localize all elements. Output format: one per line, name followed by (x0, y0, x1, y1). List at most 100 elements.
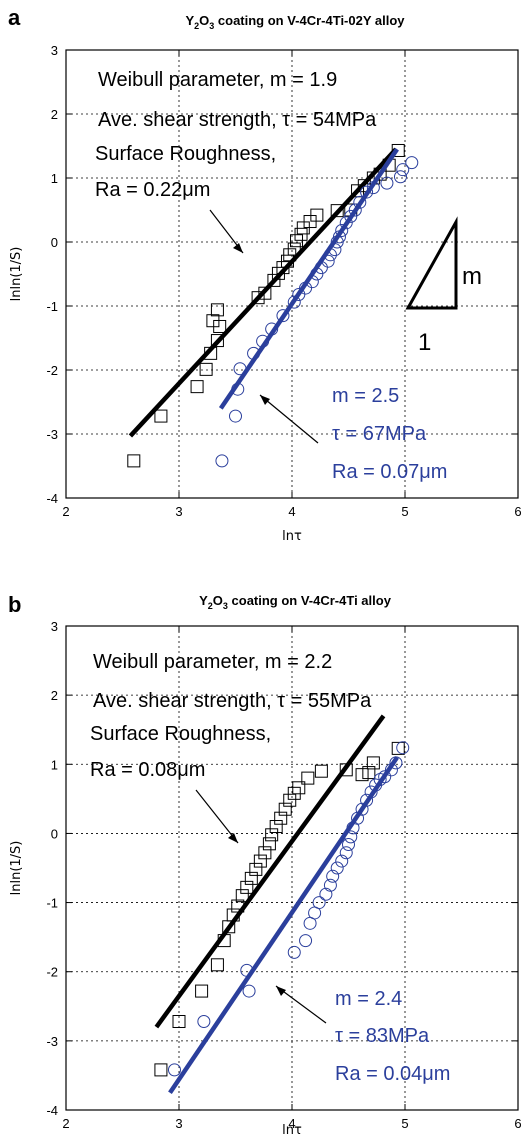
panel-a-ytick-label: -2 (46, 363, 58, 378)
panel-a-xtick-label: 6 (514, 504, 521, 519)
panel-b-square-point (269, 820, 283, 834)
panel-b-ann-blue-line1: m = 2.4 (335, 988, 402, 1010)
panel-a-square-point (310, 208, 324, 222)
panel-a-circle-point (405, 156, 419, 170)
panel-b-circle-point (342, 837, 355, 851)
panel-a-circle-point (339, 216, 353, 230)
panel-a-slope-run-label: 1 (418, 329, 431, 356)
panel-a-title-y: Y (185, 13, 194, 28)
panel-a-circle-point (396, 163, 410, 177)
panel-b-circle-point (197, 1014, 211, 1028)
panel-a-ann-blue-line1: m = 2.5 (332, 385, 399, 407)
panel-b-ytick-label: 1 (51, 757, 58, 772)
panel-a-xtick-label: 5 (401, 504, 408, 519)
panel-a-circle-point (360, 185, 374, 199)
panel-b-square-point (249, 862, 263, 876)
panel-b-ticks: 2 3 4 5 6 -4 -3 -2 -1 0 1 2 3 (46, 619, 521, 1131)
panel-b-letter: b (8, 592, 21, 617)
panel-a-marks (127, 143, 419, 468)
panel-b-ann-black-line3: Surface Roughness, (90, 723, 271, 745)
panel-a-title: Y2O3 coating on V-4Cr-4Ti-02Y alloy (185, 13, 405, 31)
panel-a-xlabel: lnτ (282, 529, 302, 544)
panel-b-square-point (240, 880, 254, 894)
panel-b-xtick-label: 4 (288, 1116, 295, 1131)
panel-b-fit-line-black (154, 714, 386, 1029)
panel-a-circle-point (287, 295, 301, 309)
panel-b-square-point (210, 958, 224, 972)
panel-b-circle-point (240, 963, 254, 977)
panel-a-square-point (373, 167, 387, 181)
panel-b-annotation-blue: m = 2.4 τ = 83MPa Ra = 0.04μm (335, 988, 450, 1085)
panel-b-circle-point (364, 785, 378, 799)
panel-a-ann-blue-line2: τ = 67MPa (332, 423, 427, 445)
panel-a-circle-point (344, 209, 358, 223)
panel-b-square-point (278, 802, 292, 816)
panel-b-square-point (362, 766, 376, 780)
panel-b-square-point (391, 741, 405, 755)
panel-b-square-point (301, 771, 315, 785)
panel-a-square-point (213, 319, 227, 333)
panel-b-circle-point (378, 770, 392, 784)
panel-a-circle-point (380, 176, 394, 190)
panel-a-ticks: 2 3 4 5 6 -4 -3 -2 -1 0 1 2 3 (46, 43, 521, 519)
panel-a-xtick-label: 2 (62, 504, 69, 519)
panel-b-xtick-label: 2 (62, 1116, 69, 1131)
panel-b-square-point (355, 768, 369, 782)
panel-a-circle-point (276, 309, 290, 323)
panel-b-xlabel: lnτ (282, 1123, 302, 1138)
panel-a-square-point (258, 286, 272, 300)
panel-a-title-sub3: 3 (209, 21, 214, 31)
panel-a-square-point (210, 303, 224, 317)
panel-b-ylabel: lnln(1/S) (9, 841, 24, 896)
panel-a-ann-black-line3: Surface Roughness, (95, 143, 276, 165)
panel-a-arrow-blue-line (259, 394, 319, 444)
panel-b-square-point (314, 764, 328, 778)
panel-b-circle-point (384, 763, 398, 777)
panel-a-xtick-label: 3 (175, 504, 182, 519)
panel-a-square-point (127, 454, 141, 468)
panel-b-marks (154, 714, 410, 1094)
panel-b-circle-point (355, 802, 369, 816)
panel-b-ytick-label: -4 (46, 1103, 58, 1118)
panel-b-square-point (154, 1063, 168, 1077)
panel-a-ytick-label: 3 (51, 43, 58, 58)
panel-b-ann-black-line4: Ra = 0.08μm (90, 759, 205, 781)
panel-b: b Y2O3 coating on V-4Cr-4Ti alloy 2 3 4 5 6-… (8, 592, 522, 1138)
panel-a-letter: a (8, 5, 21, 30)
panel-a-annotation-black: Weibull parameter, m = 1.9 Ave. shear st… (95, 69, 377, 201)
panel-a-circle-point (233, 362, 247, 376)
panel-b-ytick-label: -2 (46, 965, 58, 980)
panel-b-square-point (172, 1014, 186, 1028)
panel-a: a Y2O3 coating on V-4Cr-4Ti-02Y alloy 2 3… (8, 5, 522, 544)
panel-b-grid (66, 626, 518, 1110)
panel-b-fit-line-blue (168, 756, 399, 1094)
panel-a-ylabel: lnln(1/S) (9, 247, 24, 302)
panel-a-circle-point (310, 267, 324, 281)
panel-b-circle-point (287, 945, 301, 959)
panel-b-circle-point (396, 741, 410, 755)
panel-a-circle-point (366, 181, 380, 195)
panel-a-square-point (287, 242, 301, 256)
panel-b-xtick-label: 5 (401, 1116, 408, 1131)
panel-a-slope-triangle (405, 216, 458, 310)
panel-a-circle-point (393, 170, 407, 184)
panel-b-square-point (274, 811, 288, 825)
panel-a-circle-point (305, 275, 319, 289)
panel-b-circle-point (360, 793, 374, 807)
panel-b-title-o: O (213, 593, 223, 608)
panel-b-annotation-black: Weibull parameter, m = 2.2 Ave. shear st… (90, 651, 372, 781)
panel-a-ytick-label: -1 (46, 299, 58, 314)
panel-b-arrow-black-line (195, 789, 239, 844)
panel-b-square-point (231, 899, 245, 913)
panel-b-circle-point (339, 846, 353, 860)
panel-a-square-point (190, 380, 204, 394)
panel-a-title-rest: coating on V-4Cr-4Ti-02Y alloy (214, 13, 405, 28)
panel-a-arrow-blue-head (260, 395, 270, 405)
panel-b-title-sub2: 2 (208, 601, 213, 611)
panel-b-circle-point (389, 756, 403, 770)
panel-b-square-point (262, 837, 276, 851)
panel-b-title: Y2O3 coating on V-4Cr-4Ti alloy (199, 593, 392, 611)
panel-a-ann-black-line2: Ave. shear strength, τ = 54MPa (98, 109, 377, 131)
panel-a-title-o: O (199, 13, 209, 28)
